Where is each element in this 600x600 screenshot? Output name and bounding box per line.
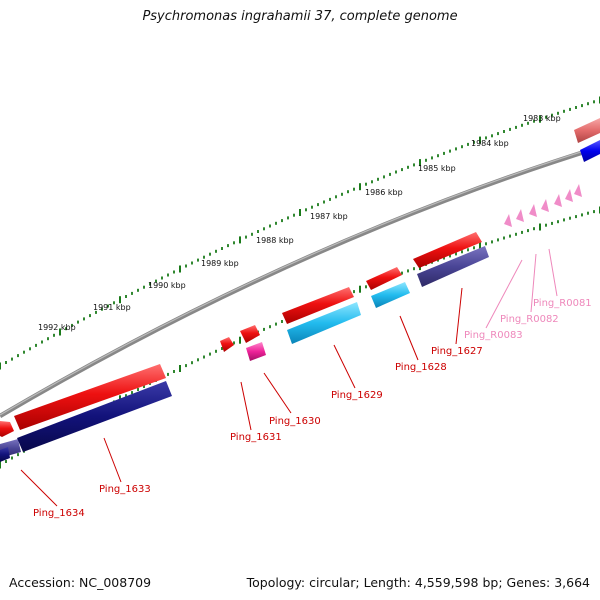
tick-label: 1989 kbp [201,259,239,268]
leader-line [263,372,292,414]
tick-label: 1990 kbp [148,281,186,290]
gene-arrow-forward [220,337,234,352]
gene-label: Ping_1627 [431,346,483,357]
leader-line [20,469,58,507]
leader-line [103,437,122,483]
rna-marker [565,189,573,202]
gene-arrow-reverse [17,381,172,452]
gene-label: Ping_1630 [269,416,321,427]
genome-backbone [0,144,600,418]
tick-label: 1987 kbp [310,212,348,221]
gene-label: Ping_1629 [331,390,383,401]
gene-arrow-forward [282,287,354,324]
accession-text: Accession: NC_008709 [9,575,152,590]
leader-line-rna [485,259,523,329]
tick-label: 1988 kbp [256,236,294,245]
gene-label: Ping_1633 [99,484,151,495]
rna-marker [516,209,524,222]
tick-label: 1991 kbp [93,303,131,312]
gene-label: Ping_1634 [33,508,85,519]
rna-marker [574,184,582,197]
rna-marker [529,204,537,217]
rna-marker [541,199,549,212]
genome-title: Psychromonas ingrahamii 37, complete gen… [142,9,458,24]
rna-marker [554,194,562,207]
leader-line-rna [548,248,558,297]
leader-line [455,287,463,345]
leader-line [240,381,252,431]
tick-label: 1983 kbp [523,114,561,123]
gene-arrow-forward [14,364,166,430]
tick-label: 1984 kbp [471,139,509,148]
leader-line-rna [530,253,537,313]
gene-arrow-reverse [417,246,489,287]
genome-backbone-highlight [0,145,600,416]
gene-arrow-reverse [0,447,10,462]
gene-arrow-forward [413,232,482,268]
gene-label: Ping_1631 [230,432,282,443]
gene-arrow-forward [0,421,14,437]
tick-label: 1985 kbp [418,164,456,173]
rna-marker [504,214,512,227]
gene-arrow-blue [580,140,600,162]
rna-label: Ping_R0083 [464,330,523,341]
leader-line [333,344,356,389]
rna-label: Ping_R0082 [500,314,559,325]
gene-arrow-forward [366,267,402,290]
gene-arrow-reverse [287,302,361,344]
gene-arrow-reverse [371,282,410,308]
rna-label: Ping_R0081 [533,298,592,309]
genome-summary-text: Topology: circular; Length: 4,559,598 bp… [246,575,590,590]
gene-arrow-salmon [574,118,600,143]
gene-label: Ping_1628 [395,362,447,373]
tick-label: 1992 kbp [38,323,76,332]
outer-tick-scale [0,96,600,370]
gene-arrow-reverse [246,342,266,361]
tick-label: 1986 kbp [365,188,403,197]
leader-line [399,315,419,361]
gene-arrow-forward [240,325,260,343]
